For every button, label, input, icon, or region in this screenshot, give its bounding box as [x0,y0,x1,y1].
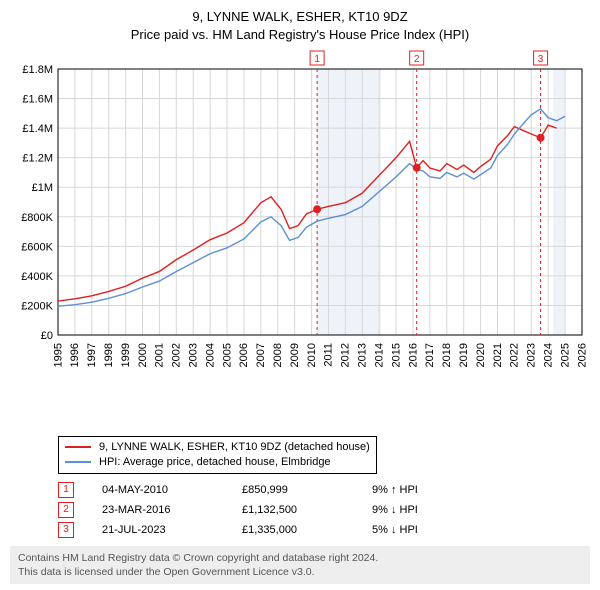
legend-swatch [65,461,91,463]
svg-text:£200K: £200K [21,301,53,313]
sale-price: £850,999 [242,484,372,496]
svg-text:2020: 2020 [475,343,487,367]
sale-date: 04-MAY-2010 [102,484,242,496]
svg-text:2015: 2015 [390,343,402,367]
sale-price: £1,335,000 [242,524,372,536]
legend-item: 9, LYNNE WALK, ESHER, KT10 9DZ (detached… [65,440,370,455]
svg-text:£1M: £1M [32,182,53,194]
sales-table: 1 04-MAY-2010 £850,999 9% ↑ HPI 2 23-MAR… [58,480,590,540]
svg-text:2003: 2003 [188,343,200,367]
svg-text:2016: 2016 [407,343,419,367]
sale-marker-box: 2 [58,502,74,518]
svg-text:1999: 1999 [120,343,132,367]
svg-text:1995: 1995 [52,343,64,367]
sale-pct: 9% ↓ HPI [372,504,482,516]
svg-text:2024: 2024 [542,343,554,367]
svg-text:£1.8M: £1.8M [22,64,53,76]
legend: 9, LYNNE WALK, ESHER, KT10 9DZ (detached… [58,436,377,474]
svg-text:2012: 2012 [340,343,352,367]
sale-date: 23-MAR-2016 [102,504,242,516]
legend-label: 9, LYNNE WALK, ESHER, KT10 9DZ (detached… [99,441,370,453]
sale-price: £1,132,500 [242,504,372,516]
table-row: 3 21-JUL-2023 £1,335,000 5% ↓ HPI [58,520,590,540]
svg-text:2023: 2023 [526,343,538,367]
svg-text:3: 3 [538,54,544,65]
svg-text:2014: 2014 [373,343,385,367]
svg-text:2025: 2025 [559,343,571,367]
svg-text:2013: 2013 [357,343,369,367]
chart-svg: £0 £200K £400K £600K £800K £1M £1.2M £1.4M £1.6M… [10,47,590,377]
svg-text:2019: 2019 [458,343,470,367]
legend-swatch [65,446,91,448]
svg-text:2004: 2004 [204,343,216,367]
address-title: 9, LYNNE WALK, ESHER, KT10 9DZ [10,8,590,26]
svg-text:2002: 2002 [171,343,183,367]
svg-text:2006: 2006 [238,343,250,367]
svg-text:2008: 2008 [272,343,284,367]
table-row: 2 23-MAR-2016 £1,132,500 9% ↓ HPI [58,500,590,520]
sale-marker-box: 3 [58,522,74,538]
svg-text:2010: 2010 [306,343,318,367]
svg-text:1998: 1998 [103,343,115,367]
svg-text:1997: 1997 [86,343,98,367]
svg-text:£800K: £800K [21,212,53,224]
sale-pct: 9% ↑ HPI [372,484,482,496]
svg-text:2: 2 [414,54,420,65]
svg-text:2001: 2001 [154,343,166,367]
svg-text:2009: 2009 [289,343,301,367]
svg-text:1: 1 [314,54,320,65]
svg-text:2000: 2000 [137,343,149,367]
svg-text:£0: £0 [41,330,53,342]
svg-text:£1.6M: £1.6M [22,94,53,106]
svg-text:2011: 2011 [323,343,335,367]
svg-text:1996: 1996 [69,343,81,367]
sale-pct: 5% ↓ HPI [372,524,482,536]
svg-text:2022: 2022 [509,343,521,367]
svg-text:2007: 2007 [255,343,267,367]
footer-line: Contains HM Land Registry data © Crown c… [18,551,582,565]
table-row: 1 04-MAY-2010 £850,999 9% ↑ HPI [58,480,590,500]
svg-text:2018: 2018 [441,343,453,367]
svg-text:2005: 2005 [221,343,233,367]
footer: Contains HM Land Registry data © Crown c… [10,546,590,584]
svg-text:£1.4M: £1.4M [22,123,53,135]
svg-text:2021: 2021 [492,343,504,367]
legend-item: HPI: Average price, detached house, Elmb… [65,455,370,470]
svg-text:£1.2M: £1.2M [22,153,53,165]
legend-label: HPI: Average price, detached house, Elmb… [99,456,331,468]
chart-subtitle: Price paid vs. HM Land Registry's House … [10,26,590,44]
svg-text:2017: 2017 [424,343,436,367]
svg-text:£600K: £600K [21,241,53,253]
sale-date: 21-JUL-2023 [102,524,242,536]
svg-text:2026: 2026 [576,343,588,367]
footer-line: This data is licensed under the Open Gov… [18,565,582,579]
svg-text:£400K: £400K [21,271,53,283]
price-chart: £0 £200K £400K £600K £800K £1M £1.2M £1.4M £1.6M… [10,47,590,430]
sale-marker-box: 1 [58,482,74,498]
